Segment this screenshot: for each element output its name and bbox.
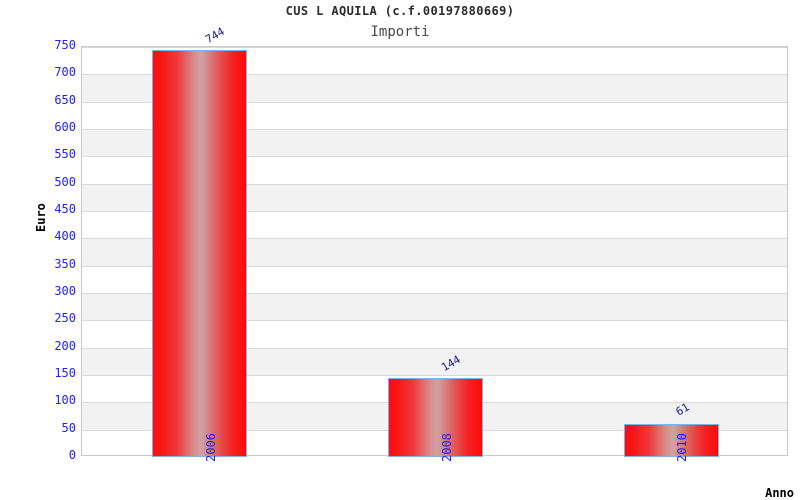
gridline [82, 293, 787, 294]
y-axis-tick-label: 50 [61, 420, 76, 435]
gridline [82, 348, 787, 349]
gridline [82, 211, 787, 212]
x-axis-tick-label: 2010 [675, 433, 690, 462]
y-axis-tick-label: 550 [54, 147, 76, 162]
bar[interactable] [624, 423, 719, 457]
y-axis-tick-label: 450 [54, 202, 76, 216]
gridline [82, 156, 787, 157]
y-axis-tick-label: 350 [54, 256, 76, 271]
y-axis-tick-label: 700 [54, 65, 76, 80]
chart-title: CUS L AQUILA (c.f.00197880669) [285, 4, 515, 18]
y-axis-tick-label: 0 [68, 448, 76, 462]
x-axis-title: Anno [765, 486, 794, 500]
x-axis-tick-label: 2008 [439, 433, 454, 462]
gridline [82, 320, 787, 321]
x-axis-tick-label: 2006 [203, 433, 218, 462]
gridline [82, 74, 787, 75]
y-axis-tick-label: 100 [54, 393, 76, 408]
gridline [82, 184, 787, 185]
y-axis-tick-label: 150 [54, 366, 76, 380]
bar[interactable] [152, 50, 247, 457]
y-axis-tick-label: 400 [54, 229, 76, 244]
gridline [82, 102, 787, 103]
gridline [82, 375, 787, 376]
y-axis-tick-label: 200 [54, 338, 76, 353]
y-axis-title: Euro [34, 203, 48, 232]
bar[interactable] [388, 378, 483, 457]
gridline [82, 238, 787, 239]
y-axis-tick-label: 300 [54, 284, 76, 298]
y-axis-tick-label: 750 [54, 38, 76, 52]
y-axis-tick-label: 600 [54, 120, 76, 134]
gridline [82, 129, 787, 130]
y-axis-ticks: 0 50 100 150 200 250 300 350 400 450 500 550 600 650 7… [10, 0, 76, 500]
gridline [82, 47, 787, 48]
y-axis-tick-label: 650 [54, 92, 76, 107]
plot-area [81, 46, 788, 457]
y-axis-tick-label: 250 [54, 311, 76, 326]
gridline [82, 266, 787, 267]
chart-subtitle: Importi [370, 24, 430, 40]
y-axis-tick-label: 500 [54, 174, 76, 189]
